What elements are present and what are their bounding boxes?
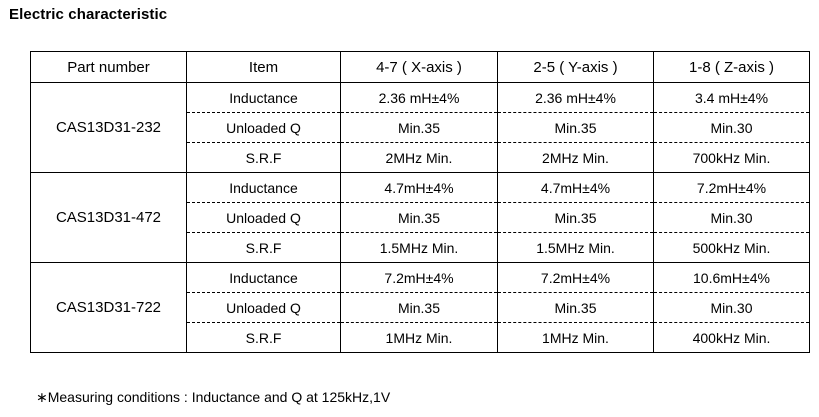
x-axis-cell: 4.7mH±4% (340, 172, 498, 203)
table-row: CAS13D31-722 Inductance 7.2mH±4% 7.2mH±4… (30, 262, 810, 353)
table-header-row: Part number Item 4-7 ( X-axis ) 2-5 ( Y-… (30, 51, 810, 83)
x-axis-cell: 1MHz Min. (340, 322, 498, 353)
header-z-axis: 1-8 ( Z-axis ) (653, 51, 810, 83)
z-axis-cell: 700kHz Min. (653, 142, 810, 173)
measuring-conditions-note: ∗Measuring conditions : Inductance and Q… (36, 389, 391, 405)
y-axis-cell: 1.5MHz Min. (497, 232, 654, 263)
y-axis-cell: Min.35 (497, 202, 654, 233)
z-axis-cell: Min.30 (653, 292, 810, 323)
x-axis-cell: Min.35 (340, 112, 498, 143)
y-axis-cell: Min.35 (497, 292, 654, 323)
y-axis-cell: Min.35 (497, 112, 654, 143)
x-axis-cell: Min.35 (340, 292, 498, 323)
x-axis-cell: 2MHz Min. (340, 142, 498, 173)
item-cell: Unloaded Q (186, 112, 341, 143)
table-row: Unloaded Q Min.35 Min.35 Min.30 (31, 112, 810, 143)
z-axis-cell: 3.4 mH±4% (653, 82, 810, 113)
item-cell: Unloaded Q (186, 202, 341, 233)
table-row: Unloaded Q Min.35 Min.35 Min.30 (31, 202, 810, 233)
item-cell: S.R.F (186, 322, 341, 353)
y-axis-cell: 2MHz Min. (497, 142, 654, 173)
page-title: Electric characteristic (9, 6, 168, 23)
header-item: Item (186, 51, 341, 83)
header-x-axis: 4-7 ( X-axis ) (340, 51, 498, 83)
item-cell: Inductance (186, 82, 341, 113)
y-axis-cell: 4.7mH±4% (497, 172, 654, 203)
table-row: S.R.F 2MHz Min. 2MHz Min. 700kHz Min. (31, 142, 810, 173)
z-axis-cell: Min.30 (653, 112, 810, 143)
table-row: CAS13D31-472 Inductance 4.7mH±4% 4.7mH±4… (30, 172, 810, 263)
y-axis-cell: 7.2mH±4% (497, 262, 654, 293)
x-axis-cell: 7.2mH±4% (340, 262, 498, 293)
part-number-cell: CAS13D31-472 (30, 172, 187, 263)
item-cell: Inductance (186, 262, 341, 293)
item-cell: Inductance (186, 172, 341, 203)
header-y-axis: 2-5 ( Y-axis ) (497, 51, 654, 83)
y-axis-cell: 2.36 mH±4% (497, 82, 654, 113)
z-axis-cell: 500kHz Min. (653, 232, 810, 263)
item-cell: S.R.F (186, 232, 341, 263)
x-axis-cell: 1.5MHz Min. (340, 232, 498, 263)
x-axis-cell: 2.36 mH±4% (340, 82, 498, 113)
z-axis-cell: Min.30 (653, 202, 810, 233)
table-row: S.R.F 1.5MHz Min. 1.5MHz Min. 500kHz Min… (31, 232, 810, 263)
part-number-cell: CAS13D31-722 (30, 262, 187, 353)
item-cell: Unloaded Q (186, 292, 341, 323)
x-axis-cell: Min.35 (340, 202, 498, 233)
part-number-cell: CAS13D31-232 (30, 82, 187, 173)
electric-characteristic-table: Part number Item 4-7 ( X-axis ) 2-5 ( Y-… (30, 51, 810, 353)
item-cell: S.R.F (186, 142, 341, 173)
z-axis-cell: 400kHz Min. (653, 322, 810, 353)
table-row: S.R.F 1MHz Min. 1MHz Min. 400kHz Min. (31, 322, 810, 353)
z-axis-cell: 10.6mH±4% (653, 262, 810, 293)
header-part-number: Part number (30, 51, 187, 83)
table-row: Unloaded Q Min.35 Min.35 Min.30 (31, 292, 810, 323)
table-row: CAS13D31-232 Inductance 2.36 mH±4% 2.36 … (30, 82, 810, 173)
z-axis-cell: 7.2mH±4% (653, 172, 810, 203)
y-axis-cell: 1MHz Min. (497, 322, 654, 353)
